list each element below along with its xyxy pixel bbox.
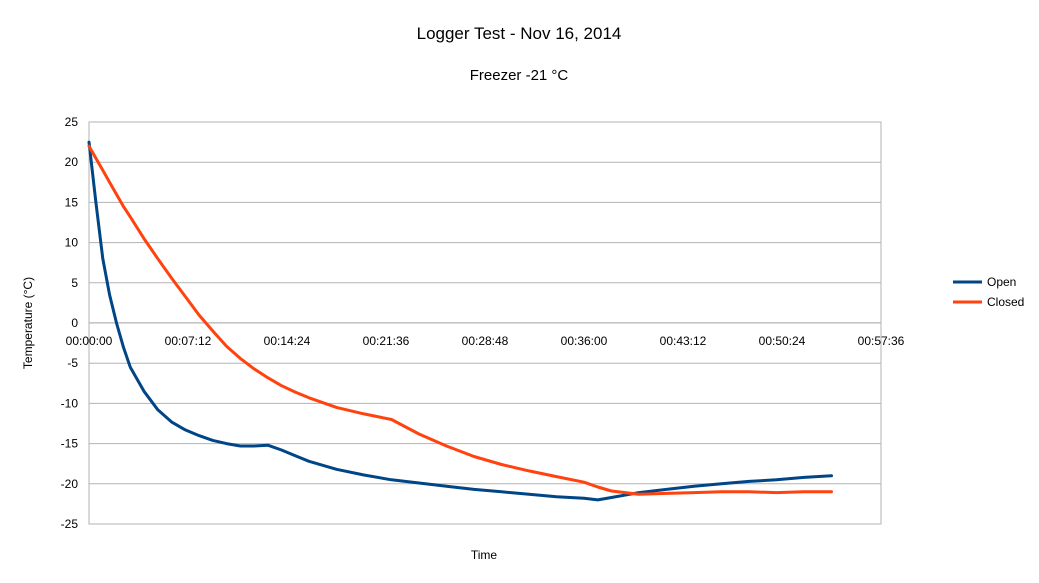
x-tick-label: 00:28:48 <box>462 334 509 348</box>
x-tick-label: 00:57:36 <box>858 334 905 348</box>
legend-label-closed: Closed <box>987 295 1024 309</box>
x-axis-label: Time <box>471 548 498 562</box>
y-tick-label: 15 <box>65 195 79 209</box>
x-tick-label: 00:00:00 <box>66 334 113 348</box>
x-tick-label: 00:36:00 <box>561 334 608 348</box>
series-line-closed <box>87 144 833 496</box>
y-tick-label: -15 <box>61 437 79 451</box>
legend-label-open: Open <box>987 275 1016 289</box>
y-tick-label: -25 <box>61 517 79 531</box>
legend: Open Closed <box>953 275 1024 309</box>
chart-title: Logger Test - Nov 16, 2014 <box>417 24 622 43</box>
y-tick-label: 20 <box>65 155 79 169</box>
y-tick-label: -5 <box>67 356 78 370</box>
x-tick-label: 00:50:24 <box>759 334 806 348</box>
series-lines <box>87 140 833 502</box>
x-tick-labels: 00:00:00 00:07:12 00:14:24 00:21:36 00:28:48… <box>66 334 905 348</box>
y-axis-label: Temperature (°C) <box>21 277 35 369</box>
x-tick-label: 00:14:24 <box>264 334 311 348</box>
y-tick-label: 5 <box>71 276 78 290</box>
y-tick-labels: 25 20 15 10 5 0 -5 -10 -15 -20 -25 <box>61 115 79 531</box>
series-line-open <box>87 140 833 502</box>
chart-subtitle: Freezer -21 °C <box>470 67 569 84</box>
y-tick-label: 10 <box>65 236 79 250</box>
x-tick-label: 00:43:12 <box>660 334 707 348</box>
x-tick-label: 00:21:36 <box>363 334 410 348</box>
y-tick-label: -10 <box>61 396 79 410</box>
y-tick-label: -20 <box>61 477 79 491</box>
y-tick-label: 0 <box>71 316 78 330</box>
x-tick-label: 00:07:12 <box>165 334 212 348</box>
y-tick-label: 25 <box>65 115 79 129</box>
